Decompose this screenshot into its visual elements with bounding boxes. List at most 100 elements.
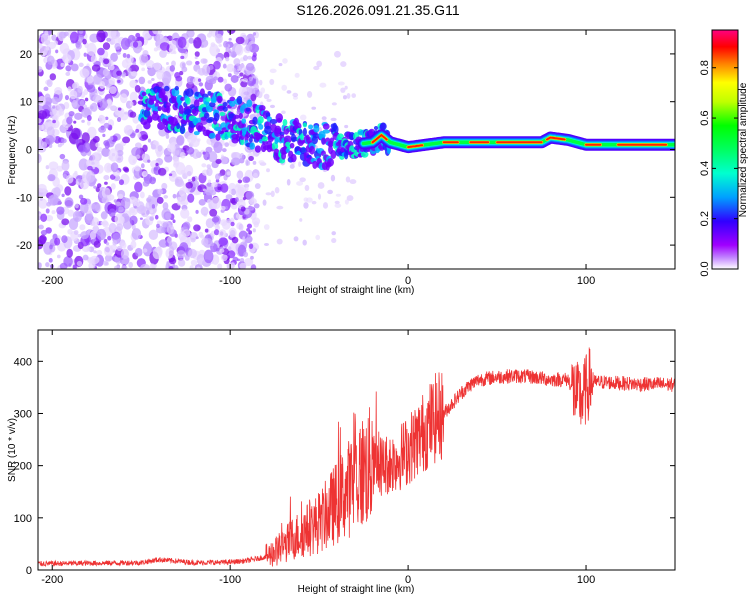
heatmap-ridge-blob (321, 137, 326, 145)
heatmap-noise-blob (344, 199, 349, 205)
heatmap-ridge-blob (246, 99, 253, 108)
heatmap-ridge-blob (309, 145, 315, 155)
heatmap-noise-blob (152, 30, 163, 35)
heatmap-ridge-blob (330, 150, 337, 159)
heatmap-noise-blob (246, 223, 253, 229)
heatmap-noise-blob (55, 49, 59, 54)
heatmap-noise-blob (165, 62, 169, 65)
heatmap-noise-blob (237, 179, 243, 184)
heatmap-noise-blob (49, 194, 59, 205)
heatmap-noise-blob (230, 188, 237, 196)
heatmap-noise-blob (225, 56, 230, 62)
heatmap-ridge-blob (312, 160, 318, 169)
heatmap-noise-blob (223, 40, 229, 48)
heatmap-noise-blob (240, 206, 246, 212)
heatmap-noise-blob (86, 42, 97, 56)
heatmap-noise-blob (187, 178, 192, 183)
heatmap-ridge-blob (248, 137, 253, 143)
heatmap-noise-blob (74, 112, 83, 120)
heatmap-noise-blob (137, 132, 141, 138)
heatmap-noise-blob (187, 193, 195, 203)
heatmap-noise-blob (248, 205, 255, 211)
y-tick-label: 400 (14, 356, 32, 368)
heatmap-noise-blob (79, 202, 89, 214)
heatmap-noise-blob (61, 138, 67, 144)
heatmap-noise-blob (59, 42, 70, 54)
heatmap-noise-blob (299, 218, 303, 222)
heatmap-noise-blob (252, 160, 257, 165)
heatmap-noise-blob (123, 167, 130, 173)
heatmap-noise-blob (157, 167, 167, 176)
heatmap-noise-blob (182, 221, 191, 231)
x-tick-label: -200 (41, 574, 63, 586)
heatmap-noise-blob (166, 224, 175, 235)
heatmap-noise-blob (58, 108, 65, 116)
heatmap-noise-blob (129, 215, 138, 225)
heatmap-noise-blob (191, 176, 196, 182)
heatmap-noise-blob (48, 258, 53, 263)
heatmap-noise-blob (229, 262, 236, 269)
heatmap-ridge-blob (299, 133, 305, 141)
heatmap-noise-blob (96, 146, 103, 153)
spectrogram-xlabel: Height of straight line (km) (298, 285, 415, 296)
heatmap-ridge-blob (214, 126, 223, 132)
heatmap-noise-blob (104, 255, 109, 261)
heatmap-noise-blob (351, 93, 356, 98)
heatmap-noise-blob (236, 258, 241, 262)
heatmap-noise-blob (346, 92, 351, 99)
heatmap-noise-blob (43, 101, 52, 111)
heatmap-noise-blob (242, 176, 251, 184)
heatmap-noise-blob (211, 196, 222, 210)
heatmap-noise-blob (103, 244, 114, 257)
heatmap-noise-blob (38, 198, 48, 209)
heatmap-noise-blob (130, 70, 138, 77)
heatmap-noise-blob (68, 110, 75, 117)
heatmap-noise-blob (61, 235, 68, 244)
heatmap-noise-blob (96, 183, 102, 189)
heatmap-noise-blob (190, 237, 196, 243)
heatmap-ridge-blob (373, 125, 379, 131)
heatmap-ridge-blob (203, 112, 210, 119)
heatmap-noise-blob (176, 135, 185, 146)
heatmap-noise-blob (102, 260, 108, 266)
heatmap-noise-blob (151, 204, 156, 209)
heatmap-noise-blob (148, 194, 152, 200)
heatmap-noise-blob (209, 43, 219, 57)
heatmap-noise-blob (237, 63, 244, 69)
x-tick-label: 0 (405, 574, 411, 586)
heatmap-ridge-blob (283, 135, 292, 144)
heatmap-noise-blob (149, 176, 156, 185)
heatmap-noise-blob (217, 76, 224, 83)
heatmap-noise-blob (38, 224, 44, 230)
heatmap-noise-blob (97, 47, 105, 56)
heatmap-noise-blob (172, 219, 176, 224)
heatmap-noise-blob (186, 146, 195, 155)
heatmap-noise-blob (110, 60, 114, 65)
heatmap-noise-blob (311, 200, 317, 205)
heatmap-noise-blob (39, 234, 47, 245)
heatmap-noise-blob (233, 58, 241, 66)
heatmap-ridge-blob (185, 97, 191, 105)
heatmap-noise-blob (122, 52, 127, 58)
heatmap-noise-blob (120, 248, 129, 260)
heatmap-noise-blob (294, 72, 300, 78)
heatmap-noise-blob (175, 75, 183, 82)
heatmap-noise-blob (102, 133, 106, 138)
heatmap-noise-blob (71, 82, 78, 90)
heatmap-noise-blob (46, 46, 50, 51)
heatmap-noise-blob (79, 224, 86, 231)
heatmap-noise-blob (86, 159, 92, 166)
heatmap-ridge-blob (360, 151, 369, 158)
heatmap-noise-blob (102, 68, 109, 77)
heatmap-noise-blob (226, 30, 236, 34)
heatmap-noise-blob (162, 222, 169, 228)
heatmap-noise-blob (67, 209, 75, 217)
heatmap-noise-blob (101, 147, 111, 157)
heatmap-noise-blob (203, 151, 210, 161)
heatmap-ridge-blob (273, 127, 282, 137)
heatmap-ridge-blob (217, 97, 222, 104)
heatmap-noise-blob (64, 197, 74, 208)
heatmap-noise-blob (250, 264, 257, 269)
